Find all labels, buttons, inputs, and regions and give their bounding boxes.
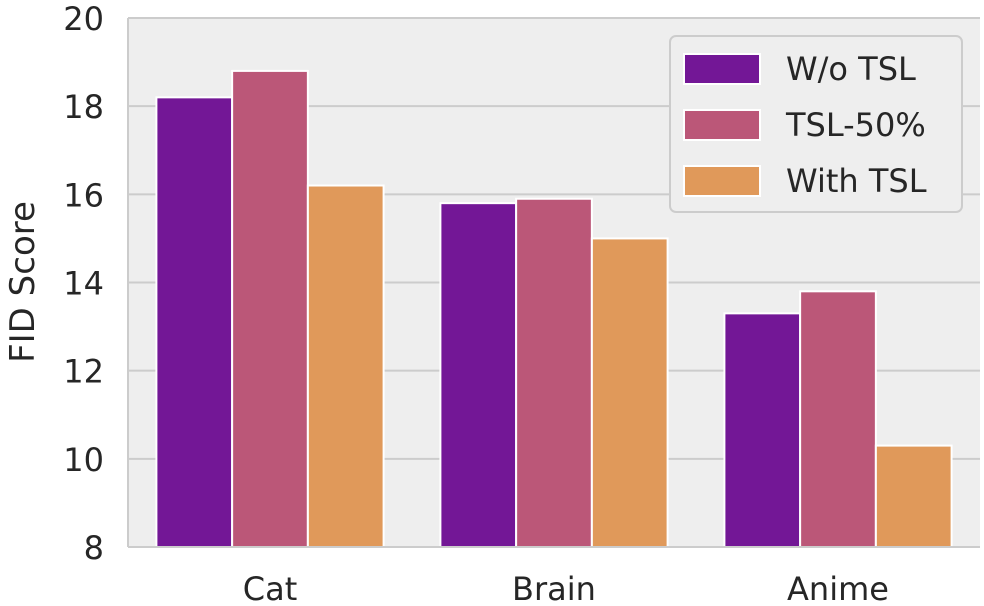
- legend: W/o TSL TSL-50% With TSL: [669, 35, 963, 213]
- legend-swatch: [683, 53, 761, 85]
- bar-brain-1: [515, 197, 593, 548]
- legend-label: TSL-50%: [785, 106, 926, 144]
- x-tick-label: Anime: [787, 570, 889, 606]
- legend-label: W/o TSL: [786, 50, 916, 88]
- x-tick-label: Cat: [243, 570, 298, 606]
- bar-cat-1: [231, 69, 309, 549]
- y-tick-label: 12: [63, 353, 104, 391]
- bar-brain-2: [590, 237, 669, 549]
- y-tick-label: 18: [63, 88, 104, 126]
- bar-cat-0: [155, 96, 234, 548]
- y-tick-label: 20: [63, 0, 104, 38]
- y-tick-label: 10: [63, 441, 104, 479]
- x-tick-labels: Cat Brain Anime: [243, 570, 889, 606]
- y-tick-label: 14: [63, 265, 104, 303]
- bars: [155, 69, 953, 549]
- bar-brain-0: [439, 202, 518, 548]
- y-axis-title: FID Score: [3, 201, 43, 363]
- bar-cat-2: [306, 184, 385, 548]
- bar-anime-0: [723, 312, 802, 548]
- legend-swatch: [683, 165, 761, 197]
- bar-anime-2: [874, 444, 953, 549]
- y-tick-label: 16: [63, 176, 104, 214]
- y-tick-label: 8: [84, 529, 104, 567]
- x-tick-label: Brain: [512, 570, 596, 606]
- bar-anime-1: [799, 290, 877, 549]
- legend-label: With TSL: [786, 162, 927, 200]
- legend-swatch: [683, 109, 761, 141]
- y-tick-labels: 8 10 12 14 16 18 20: [63, 0, 104, 567]
